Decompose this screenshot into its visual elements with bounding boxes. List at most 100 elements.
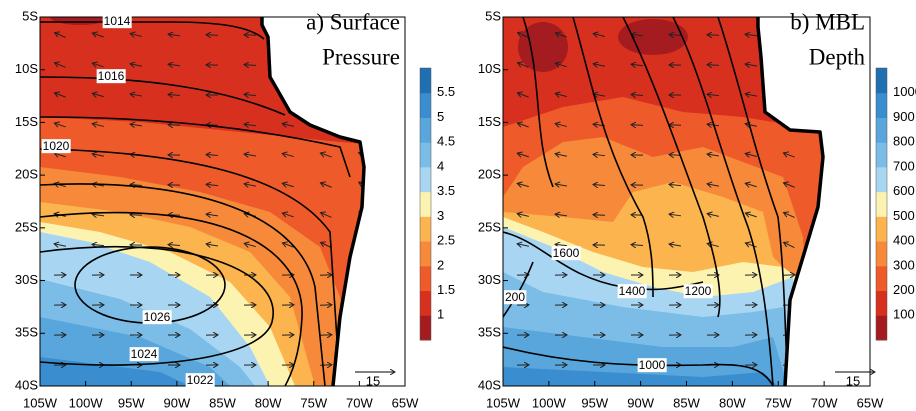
wind-vector xyxy=(555,184,567,186)
colorbar-swatch xyxy=(420,265,431,292)
wind-vector xyxy=(320,183,332,188)
colorbar-swatch xyxy=(876,92,887,118)
wind-vector xyxy=(707,184,719,186)
colorbar-swatch xyxy=(420,216,431,242)
wind-vector xyxy=(282,124,294,127)
lat-tick-label: 10S xyxy=(15,61,38,76)
lon-tick-label: 105W xyxy=(23,395,58,410)
wind-vector xyxy=(168,34,181,36)
panel-title: Pressure xyxy=(322,44,400,69)
colorbar-tick-label: 4.5 xyxy=(437,134,455,149)
colorbar-tick-label: 2.5 xyxy=(437,233,455,248)
wind-vector xyxy=(555,33,567,37)
wind-vector xyxy=(707,243,719,246)
wind-vector xyxy=(555,244,568,245)
wind-vector xyxy=(130,124,143,126)
lon-tick-label: 75W xyxy=(765,395,792,410)
wind-vector xyxy=(783,183,795,188)
colorbar-tick-label: 700 xyxy=(893,158,915,173)
lon-tick-label: 85W xyxy=(209,395,236,410)
wind-vector xyxy=(92,93,104,96)
wind-vector xyxy=(92,214,105,216)
lat-tick-label: 5S xyxy=(485,8,501,23)
lat-tick-label: 30S xyxy=(478,272,501,287)
contour-label: 1026 xyxy=(144,310,171,324)
colorbar-swatch xyxy=(420,68,431,94)
colorbar-tick-label: 4 xyxy=(437,158,444,173)
wind-vector xyxy=(130,94,142,96)
lon-tick-label: 70W xyxy=(346,395,373,410)
colorbar-tick-label: 600 xyxy=(893,183,915,198)
map-panel xyxy=(39,16,406,387)
lat-tick-label: 15S xyxy=(15,114,38,129)
lat-tick-label: 35S xyxy=(478,325,501,340)
wind-vector xyxy=(631,245,644,246)
colorbar-swatch xyxy=(420,315,431,341)
wind-vector xyxy=(168,125,181,126)
colorbar-tick-label: 400 xyxy=(893,233,915,248)
lon-tick-label: 70W xyxy=(811,395,838,410)
wind-vector xyxy=(130,215,143,216)
wind-vector xyxy=(593,215,606,216)
wind-vector xyxy=(168,64,181,65)
wind-vector xyxy=(244,65,257,66)
contour-label-bg xyxy=(503,290,527,305)
colorbar-tick-label: 5.5 xyxy=(437,84,455,99)
lon-tick-label: 100W xyxy=(532,395,567,410)
wind-vector xyxy=(745,183,757,186)
lon-tick-label: 80W xyxy=(719,395,746,410)
lon-tick-label: 100W xyxy=(69,395,104,410)
contour-label: 1020 xyxy=(43,139,70,153)
wind-vector xyxy=(55,32,66,38)
colorbar-swatch xyxy=(876,166,887,193)
wind-vector xyxy=(244,243,256,246)
contour-label-bg xyxy=(637,358,667,373)
lat-tick-label: 5S xyxy=(22,8,38,23)
wind-vector xyxy=(707,214,719,217)
wind-vector xyxy=(631,64,644,65)
panel-title: Depth xyxy=(809,44,866,69)
wind-vector xyxy=(206,155,219,156)
wind-vector xyxy=(669,214,682,216)
lat-tick-label: 40S xyxy=(15,377,38,392)
wind-vector xyxy=(517,214,529,217)
wind-vector xyxy=(631,125,644,126)
colorbar-swatch xyxy=(420,117,431,143)
colorbar-tick-label: 1000 xyxy=(893,84,916,99)
scale-label: 15 xyxy=(366,373,380,388)
wind-vector xyxy=(321,242,332,249)
wind-vector xyxy=(593,94,605,96)
colorbar-swatch xyxy=(420,92,431,118)
colorbar-tick-label: 1 xyxy=(437,307,444,322)
wind-vector xyxy=(168,94,181,95)
colorbar-swatch xyxy=(420,290,431,316)
contour-label-bg xyxy=(41,139,71,154)
contour-label: 1000 xyxy=(639,358,666,372)
wind-vector xyxy=(669,184,682,185)
wind-vector xyxy=(631,215,644,216)
wind-vector xyxy=(517,153,529,157)
lon-tick-label: 105W xyxy=(486,395,521,410)
lat-tick-label: 10S xyxy=(478,61,501,76)
lat-tick-label: 20S xyxy=(15,167,38,182)
lon-tick-label: 95W xyxy=(581,395,608,410)
lat-tick-label: 20S xyxy=(478,167,501,182)
contour-label-bg xyxy=(185,373,215,388)
wind-vector xyxy=(707,124,720,126)
contour-label-bg xyxy=(96,69,126,84)
colorbar-swatch xyxy=(420,241,431,267)
wind-vector xyxy=(784,213,795,218)
contour-label: 1024 xyxy=(131,347,158,361)
contour-label-bg xyxy=(129,347,159,362)
wind-vector xyxy=(130,64,142,67)
wind-vector xyxy=(518,32,529,38)
colorbar-swatch xyxy=(420,166,431,193)
lon-tick-label: 90W xyxy=(627,395,654,410)
lat-tick-label: 25S xyxy=(478,219,501,234)
contour-label: 1022 xyxy=(187,373,214,387)
wind-vector xyxy=(92,33,104,37)
lat-tick-label: 40S xyxy=(478,377,501,392)
wind-vector xyxy=(631,34,644,36)
contour-label: 1400 xyxy=(619,284,646,298)
colorbar-tick-label: 1.5 xyxy=(437,282,455,297)
